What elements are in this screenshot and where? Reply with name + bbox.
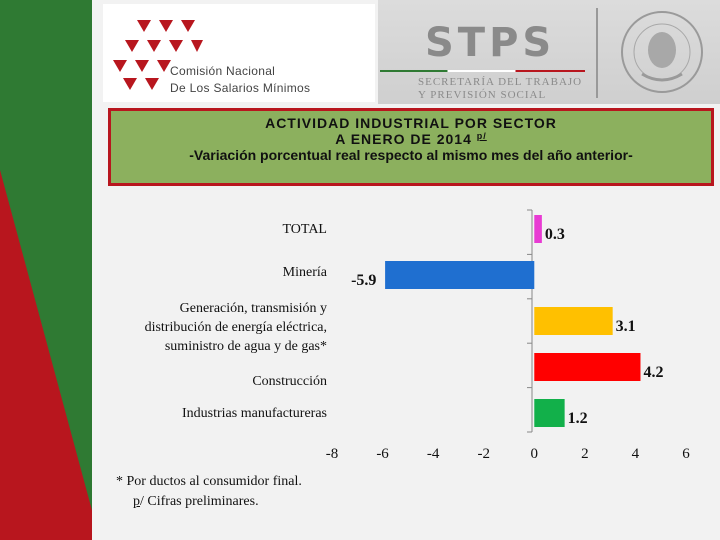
bar-3 <box>534 353 641 381</box>
agency-sub1: SECRETARÍA DEL TRABAJO <box>418 76 583 88</box>
chart-title-note: p/ <box>476 131 487 141</box>
footnote-2: p/ Cifras preliminares. <box>133 494 259 510</box>
conasami-logo-box: Comisión Nacional De Los Salarios Mínimo… <box>103 4 375 102</box>
x-tick-label-5: 2 <box>581 446 589 462</box>
category-label-3: Construcción <box>252 374 327 389</box>
data-label-1: -5.9 <box>351 272 376 289</box>
category-label-2: Generación, transmisión y <box>180 301 327 316</box>
category-label-1: Minería <box>283 265 328 280</box>
x-tick-label-7: 6 <box>682 446 690 462</box>
x-tick-label-2: -4 <box>427 446 440 462</box>
side-band-white <box>92 0 100 540</box>
footnote-1: * Por ductos al consumidor final. <box>116 474 302 489</box>
chart-title-box: ACTIVIDAD INDUSTRIAL POR SECTOR A ENERO … <box>108 108 714 186</box>
category-label-4: Industrias manufactureras <box>182 406 327 421</box>
coat-of-arms-icon <box>621 11 703 93</box>
org-line2: De Los Salarios Mínimos <box>170 81 311 95</box>
data-label-2: 3.1 <box>616 318 636 335</box>
x-tick-label-6: 4 <box>632 446 640 462</box>
category-label-0: TOTAL <box>282 222 327 237</box>
chart-title-line1: ACTIVIDAD INDUSTRIAL POR SECTOR <box>265 115 557 131</box>
flag-stripe <box>380 70 585 72</box>
data-label-0: 0.3 <box>545 226 565 243</box>
x-tick-label-3: -2 <box>477 446 490 462</box>
agency-sub2: Y PREVISIÓN SOCIAL <box>418 89 547 101</box>
x-tick-label-4: 0 <box>531 446 539 462</box>
x-tick-label-0: -8 <box>326 446 339 462</box>
bar-1 <box>385 261 535 289</box>
data-label-4: 1.2 <box>568 410 588 427</box>
conasami-logo-icon <box>113 20 203 90</box>
footnote-2-text: / Cifras preliminares. <box>140 494 259 509</box>
bar-4 <box>534 399 565 427</box>
category-label-2: distribución de energía eléctrica, <box>145 320 327 335</box>
chart-title-date: A ENERO DE 2014 <box>335 131 472 147</box>
chart-subtitle: -Variación porcentual real respecto al m… <box>189 147 633 163</box>
category-label-2: suministro de agua y de gas* <box>165 339 327 354</box>
side-band-red <box>0 170 100 540</box>
header-divider <box>596 8 598 98</box>
org-line1: Comisión Nacional <box>170 64 276 78</box>
bar-0 <box>534 215 542 243</box>
chart-title-line2: A ENERO DE 2014 p/ <box>111 131 711 147</box>
footnote-2-mark: p <box>133 494 140 509</box>
x-tick-label-1: -6 <box>376 446 389 462</box>
data-label-3: 4.2 <box>643 364 663 381</box>
agency-name: STPS <box>425 20 556 66</box>
bar-2 <box>534 307 613 335</box>
